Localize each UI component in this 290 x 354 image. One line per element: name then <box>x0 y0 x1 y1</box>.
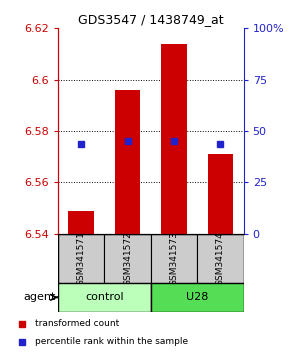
Bar <box>68 211 94 234</box>
Bar <box>58 283 151 312</box>
Text: percentile rank within the sample: percentile rank within the sample <box>35 337 188 346</box>
Bar <box>161 44 187 234</box>
Bar <box>115 90 140 234</box>
Title: GDS3547 / 1438749_at: GDS3547 / 1438749_at <box>78 13 224 26</box>
Text: agent: agent <box>23 292 56 302</box>
Text: GSM341573: GSM341573 <box>169 231 179 286</box>
Bar <box>104 234 151 283</box>
Bar <box>208 154 233 234</box>
Text: U28: U28 <box>186 292 209 302</box>
Bar <box>151 283 244 312</box>
Text: transformed count: transformed count <box>35 319 120 329</box>
Text: control: control <box>85 292 124 302</box>
Bar <box>58 234 104 283</box>
Bar <box>197 234 244 283</box>
Text: GSM341571: GSM341571 <box>77 231 86 286</box>
Bar <box>151 234 197 283</box>
Text: GSM341572: GSM341572 <box>123 231 132 286</box>
Text: GSM341574: GSM341574 <box>216 231 225 286</box>
